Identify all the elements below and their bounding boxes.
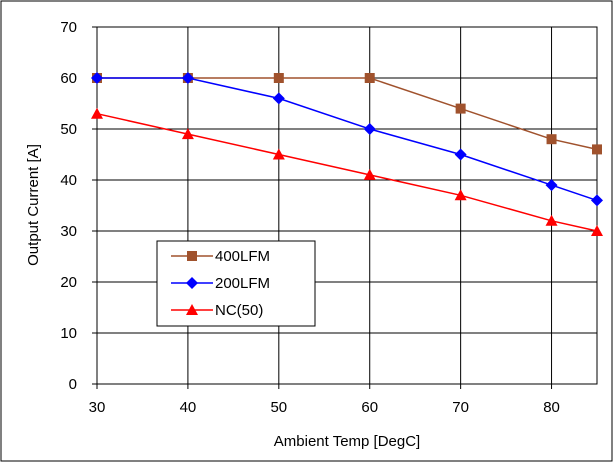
data-point-400lfm (273, 73, 284, 83)
data-point-400lfm (592, 144, 602, 155)
y-tick-label: 40 (60, 172, 77, 189)
data-point-200lfm (454, 148, 467, 161)
legend-label-400lfm: 400LFM (215, 248, 270, 265)
series-nc-50 (91, 107, 603, 236)
axis-ticks: 0 10 20 30 40 50 60 70 30 40 50 60 70 80 (60, 19, 560, 416)
data-point-200lfm (272, 92, 285, 105)
legend-marker-200lfm (186, 277, 198, 289)
x-tick-label: 70 (452, 399, 469, 416)
y-tick-label: 70 (60, 19, 77, 36)
data-point-400lfm (364, 73, 375, 83)
x-tick-label: 50 (270, 399, 287, 416)
data-point-200lfm (591, 194, 603, 207)
data-point-400lfm (546, 134, 557, 145)
data-point-400lfm (455, 103, 466, 114)
legend-marker-400lfm (187, 251, 197, 261)
x-tick-label: 30 (89, 399, 106, 416)
data-point-nc-50 (454, 189, 467, 201)
data-point-nc-50 (181, 128, 194, 140)
data-point-200lfm (363, 123, 376, 135)
y-tick-label: 0 (69, 376, 77, 393)
data-point-200lfm (91, 72, 103, 84)
data-point-nc-50 (545, 214, 558, 226)
legend-label-nc-50: NC(50) (215, 302, 263, 319)
data-point-200lfm (181, 72, 194, 84)
data-point-nc-50 (591, 225, 603, 236)
series (91, 72, 603, 236)
legend: 400LFM 200LFM NC(50) (156, 240, 316, 327)
data-point-nc-50 (91, 107, 103, 119)
x-tick-label: 80 (543, 399, 560, 416)
y-tick-label: 10 (60, 325, 77, 342)
legend-marker-nc-50 (186, 304, 198, 315)
data-point-200lfm (545, 179, 558, 192)
series-200lfm (91, 72, 603, 207)
legend-label-200lfm: 200LFM (215, 275, 270, 292)
data-point-nc-50 (272, 148, 285, 160)
y-tick-label: 60 (60, 70, 77, 87)
y-tick-label: 50 (60, 121, 77, 138)
x-axis-title: Ambient Temp [DegC] (274, 433, 420, 450)
y-tick-label: 30 (60, 223, 77, 240)
y-tick-label: 20 (60, 274, 77, 291)
data-point-nc-50 (363, 168, 376, 180)
x-tick-label: 40 (180, 399, 197, 416)
x-tick-label: 60 (361, 399, 378, 416)
y-axis-title: Output Current [A] (25, 144, 42, 266)
